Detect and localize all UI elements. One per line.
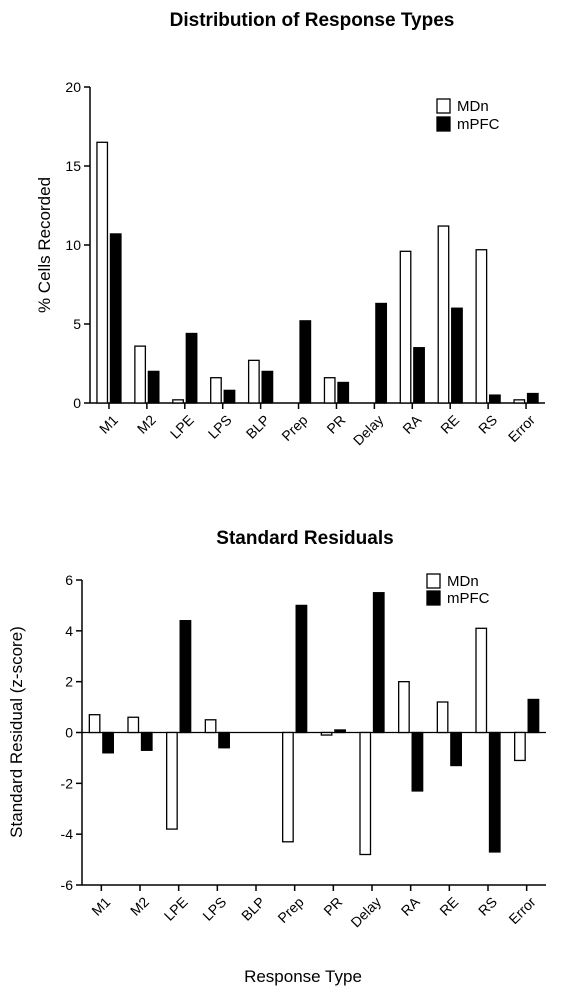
x-axis-title: Response Type [244, 967, 362, 986]
legend-label-mdn: MDn [457, 98, 489, 115]
bar-mdn-m1 [96, 141, 109, 404]
bar-mpfc-delay [372, 592, 385, 734]
y-tick-label: -2 [61, 775, 74, 791]
bar-mdn-rs [475, 249, 488, 404]
bar-mpfc-re [450, 731, 462, 767]
x-tick-label: M1 [96, 412, 121, 437]
legend-swatch-mdn [436, 98, 451, 114]
x-tick-label: Error [505, 894, 539, 928]
y-tick-label: 6 [65, 572, 73, 588]
x-tick-label: M2 [127, 894, 152, 919]
bar-mdn-delay [359, 731, 372, 856]
bar-mdn-ra [399, 250, 412, 404]
legend-label-mpfc: mPFC [457, 116, 500, 133]
x-tick-label: M1 [88, 894, 113, 919]
bar-mpfc-m1 [109, 233, 122, 404]
bar-mpfc-error [526, 392, 539, 404]
x-tick-label: Prep [274, 894, 306, 926]
x-tick-label: PR [323, 412, 348, 437]
bar-mpfc-m2 [147, 370, 160, 404]
x-tick-label: Delay [350, 412, 387, 449]
y-tick-label: -6 [61, 877, 74, 893]
bar-mdn-lpe [172, 399, 184, 404]
x-tick-label: LPS [205, 412, 235, 442]
bar-mdn-lpe [166, 731, 178, 830]
x-tick-label: RA [399, 411, 425, 437]
bar-mpfc-blp [261, 370, 274, 404]
y-axis-title: Standard Residual (z-score) [7, 626, 26, 838]
x-tick-label: PR [320, 894, 345, 919]
chart-title: Standard Residuals [216, 528, 393, 549]
residuals-chart: Standard Residuals -6 -4 -2 0 2 4 6 Standard Res… [7, 528, 546, 986]
bar-mpfc-pr [337, 381, 350, 404]
bar-mpfc-ra [413, 347, 425, 404]
bar-mpfc-lps [218, 731, 230, 749]
x-tick-label: Error [505, 412, 539, 446]
y-tick-label: 0 [73, 395, 81, 411]
y-tick-label: 4 [65, 623, 73, 639]
bar-mdn-error [513, 399, 526, 404]
y-tick-label: 0 [65, 725, 73, 741]
legend-swatch-mpfc [426, 590, 441, 606]
bar-mpfc-m2 [140, 731, 153, 751]
bar-mdn-lps [210, 377, 222, 404]
bar-mpfc-delay [375, 302, 388, 404]
bar-mdn-rs [475, 627, 488, 734]
bar-mpfc-lpe [179, 620, 192, 734]
bar-mpfc-rs [488, 731, 501, 853]
x-tick-label: BLP [243, 412, 273, 442]
x-tick-label: RS [475, 412, 500, 437]
distribution-chart: Distribution of Response Types 0 5 10 15 20 % … [35, 10, 545, 448]
bar-mpfc-m1 [102, 731, 114, 754]
bar-mdn-prep [282, 731, 294, 843]
bar-mpfc-ra [411, 731, 424, 792]
x-tick-label: LPS [199, 894, 229, 924]
bar-mdn-pr [323, 377, 336, 404]
bar-mpfc-rs [488, 394, 501, 404]
bar-mdn-error [514, 731, 526, 762]
bar-mdn-m2 [127, 716, 140, 734]
chart-title: Distribution of Response Types [170, 10, 455, 31]
legend-swatch-mdn [426, 573, 441, 589]
x-tick-label: RA [398, 893, 424, 919]
bar-mdn-blp [247, 359, 260, 404]
bar-mpfc-lpe [185, 332, 198, 404]
y-tick-label: 10 [65, 237, 81, 253]
x-tick-label: BLP [238, 894, 268, 924]
bar-mdn-re [437, 225, 450, 404]
y-tick-label: 20 [65, 79, 81, 95]
y-tick-label: 15 [65, 158, 81, 174]
x-tick-label: LPE [161, 894, 191, 924]
bar-mdn-m1 [88, 714, 101, 734]
x-tick-label: Prep [278, 412, 310, 444]
bar-mdn-m2 [134, 345, 147, 404]
bar-mpfc-error [527, 698, 540, 734]
bar-mdn-re [436, 701, 449, 734]
x-tick-label: LPE [167, 412, 197, 442]
bar-mdn-pr [320, 731, 333, 736]
legend-label-mpfc: mPFC [447, 590, 490, 607]
legend-swatch-mpfc [436, 116, 451, 132]
x-tick-label: M2 [134, 412, 159, 437]
y-tick-label: 2 [65, 674, 73, 690]
legend-label-mdn: MDn [447, 573, 479, 590]
bar-mpfc-lps [223, 389, 236, 404]
bar-mpfc-prep [299, 320, 312, 404]
x-tick-label: RE [436, 894, 461, 919]
x-tick-label: Delay [347, 894, 384, 931]
bar-mpfc-pr [334, 729, 346, 734]
y-axis-title: % Cells Recorded [35, 177, 54, 313]
bar-mpfc-re [451, 307, 463, 404]
x-tick-label: RS [475, 894, 500, 919]
bar-mdn-ra [398, 681, 410, 734]
bar-mdn-lps [204, 719, 217, 734]
y-tick-label: 5 [73, 316, 81, 332]
bar-mpfc-prep [295, 604, 308, 734]
y-tick-label: -4 [61, 826, 74, 842]
x-tick-label: RE [437, 412, 462, 437]
